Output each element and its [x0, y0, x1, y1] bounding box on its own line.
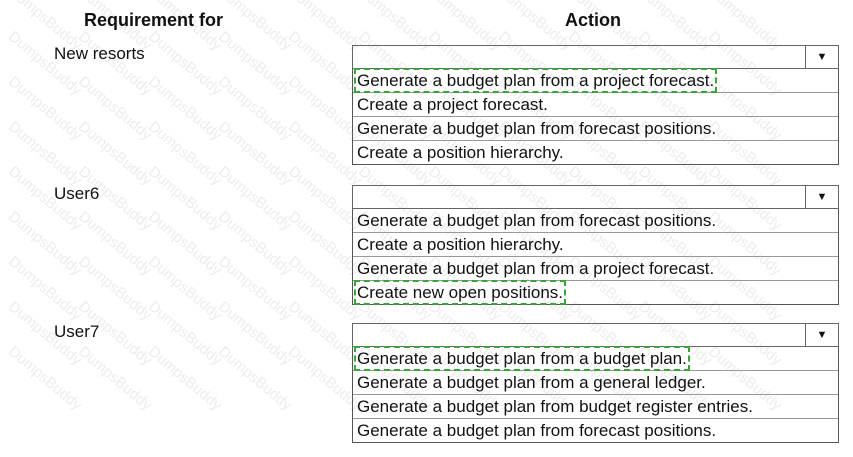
dropdown-option[interactable]: Generate a budget plan from a project fo… — [353, 257, 838, 281]
watermark-text: DumpsBuddy — [5, 253, 85, 324]
watermark-text: DumpsBuddy — [75, 343, 155, 414]
watermark-text: DumpsBuddy — [145, 118, 225, 189]
option-label: Generate a budget plan from a project fo… — [357, 259, 715, 278]
dropdown-selected[interactable]: ▼ — [352, 185, 839, 209]
option-label: Generate a budget plan from budget regis… — [357, 397, 753, 416]
dropdown-arrow-icon[interactable]: ▼ — [805, 324, 838, 346]
watermark-text: DumpsBuddy — [215, 28, 295, 99]
dropdown-option[interactable]: Generate a budget plan from forecast pos… — [353, 117, 838, 141]
action-dropdown[interactable]: ▼ Generate a budget plan from a budget pl… — [352, 323, 839, 443]
dropdown-selected[interactable]: ▼ — [352, 323, 839, 347]
watermark-text: DumpsBuddy — [145, 28, 225, 99]
dropdown-arrow-icon[interactable]: ▼ — [805, 186, 838, 208]
option-label: Create a position hierarchy. — [357, 143, 564, 162]
watermark-text: DumpsBuddy — [215, 298, 295, 369]
requirement-label: User7 — [54, 322, 100, 341]
dropdown-option[interactable]: Generate a budget plan from a project fo… — [353, 68, 838, 93]
option-label: Generate a budget plan from forecast pos… — [357, 421, 717, 440]
watermark-text: DumpsBuddy — [215, 118, 295, 189]
dropdown-selected[interactable]: ▼ — [352, 45, 839, 69]
watermark-text: DumpsBuddy — [215, 208, 295, 279]
watermark-text: DumpsBuddy — [145, 163, 225, 234]
dropdown-options: Generate a budget plan from a project fo… — [352, 68, 839, 165]
dropdown-option[interactable]: Generate a budget plan from forecast pos… — [353, 209, 838, 233]
watermark-text: DumpsBuddy — [5, 343, 85, 414]
watermark-text: DumpsBuddy — [145, 73, 225, 144]
dropdown-option[interactable]: Create a position hierarchy. — [353, 233, 838, 257]
requirement-header: Requirement for — [84, 10, 224, 30]
dropdown-option[interactable]: Generate a budget plan from budget regis… — [353, 395, 838, 419]
dropdown-option[interactable]: Create a project forecast. — [353, 93, 838, 117]
watermark-text: DumpsBuddy — [215, 0, 295, 54]
dropdown-option[interactable]: Generate a budget plan from a general le… — [353, 371, 838, 395]
dropdown-arrow-icon[interactable]: ▼ — [805, 46, 838, 68]
option-label: Create a position hierarchy. — [357, 235, 564, 254]
action-header: Action — [565, 10, 621, 30]
watermark-text: DumpsBuddy — [215, 163, 295, 234]
option-label: Create new open positions. — [353, 280, 567, 305]
watermark-text: DumpsBuddy — [145, 253, 225, 324]
watermark-text: DumpsBuddy — [5, 73, 85, 144]
action-dropdown[interactable]: ▼ Generate a budget plan from forecast po… — [352, 185, 839, 305]
option-label: Generate a budget plan from a general le… — [357, 373, 706, 392]
watermark-text: DumpsBuddy — [215, 253, 295, 324]
option-label: Create a project forecast. — [357, 95, 548, 114]
requirement-label: User6 — [54, 184, 100, 203]
watermark-text: DumpsBuddy — [145, 208, 225, 279]
option-label: Generate a budget plan from a budget pla… — [354, 346, 690, 371]
watermark-text: DumpsBuddy — [145, 298, 225, 369]
dropdown-option[interactable]: Create a position hierarchy. — [353, 141, 838, 164]
dropdown-option[interactable]: Generate a budget plan from forecast pos… — [353, 419, 838, 442]
watermark-text: DumpsBuddy — [75, 208, 155, 279]
watermark-text: DumpsBuddy — [75, 73, 155, 144]
watermark-text: DumpsBuddy — [75, 118, 155, 189]
option-label: Generate a budget plan from forecast pos… — [357, 211, 717, 230]
dropdown-options: Generate a budget plan from forecast pos… — [352, 209, 839, 305]
watermark-text: DumpsBuddy — [215, 73, 295, 144]
option-label: Generate a budget plan from a project fo… — [353, 68, 718, 93]
watermark-text: DumpsBuddy — [75, 253, 155, 324]
dropdown-option[interactable]: Create new open positions. — [353, 280, 838, 305]
watermark-text: DumpsBuddy — [5, 208, 85, 279]
requirement-label: New resorts — [54, 44, 145, 63]
watermark-text: DumpsBuddy — [215, 343, 295, 414]
watermark-text: DumpsBuddy — [5, 118, 85, 189]
action-dropdown[interactable]: ▼ Generate a budget plan from a project f… — [352, 45, 839, 165]
option-label: Generate a budget plan from forecast pos… — [357, 119, 717, 138]
watermark-text: DumpsBuddy — [145, 343, 225, 414]
dropdown-option[interactable]: Generate a budget plan from a budget pla… — [353, 346, 838, 371]
dropdown-options: Generate a budget plan from a budget pla… — [352, 346, 839, 443]
